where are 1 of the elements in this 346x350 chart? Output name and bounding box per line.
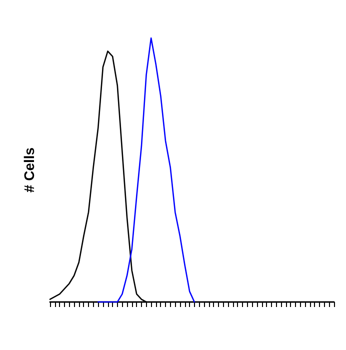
y-axis-title: # Cells <box>21 147 37 193</box>
